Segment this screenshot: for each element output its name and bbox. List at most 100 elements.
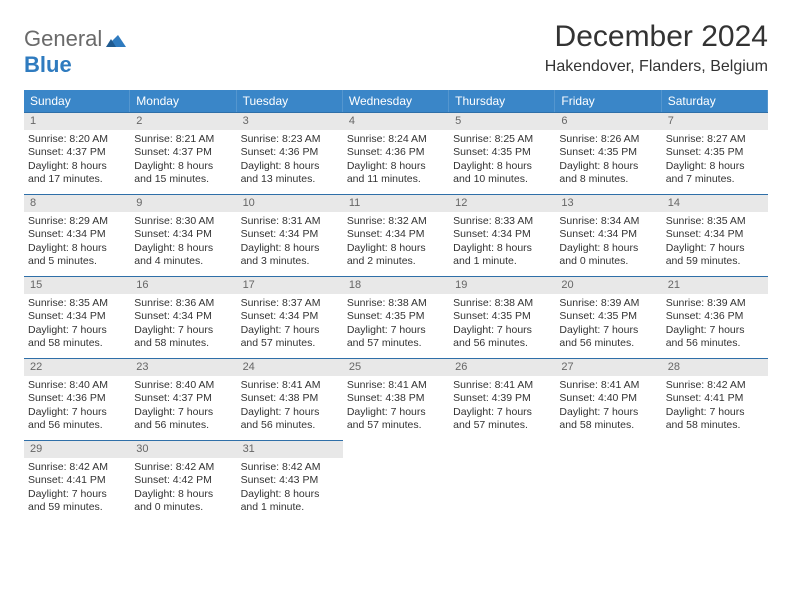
sunset-text: Sunset: 4:35 PM xyxy=(666,146,764,159)
daylight-line2: and 11 minutes. xyxy=(347,173,445,186)
sunset-text: Sunset: 4:36 PM xyxy=(347,146,445,159)
day-number: 9 xyxy=(130,195,236,212)
daylight-line2: and 0 minutes. xyxy=(134,501,232,514)
day-number: 29 xyxy=(24,441,130,458)
sunset-text: Sunset: 4:35 PM xyxy=(559,146,657,159)
daylight-line2: and 1 minute. xyxy=(241,501,339,514)
calendar-cell: 25Sunrise: 8:41 AMSunset: 4:38 PMDayligh… xyxy=(343,358,449,440)
daylight-line1: Daylight: 8 hours xyxy=(453,160,551,173)
day-body: Sunrise: 8:39 AMSunset: 4:35 PMDaylight:… xyxy=(555,294,661,356)
daylight-line2: and 10 minutes. xyxy=(453,173,551,186)
calendar-cell: 23Sunrise: 8:40 AMSunset: 4:37 PMDayligh… xyxy=(130,358,236,440)
day-body: Sunrise: 8:30 AMSunset: 4:34 PMDaylight:… xyxy=(130,212,236,274)
day-body: Sunrise: 8:38 AMSunset: 4:35 PMDaylight:… xyxy=(343,294,449,356)
dow-header: Tuesday xyxy=(237,90,343,112)
day-number: 10 xyxy=(237,195,343,212)
daylight-line2: and 56 minutes. xyxy=(241,419,339,432)
day-body: Sunrise: 8:35 AMSunset: 4:34 PMDaylight:… xyxy=(662,212,768,274)
sunset-text: Sunset: 4:34 PM xyxy=(559,228,657,241)
calendar-cell: 18Sunrise: 8:38 AMSunset: 4:35 PMDayligh… xyxy=(343,276,449,358)
day-number: 8 xyxy=(24,195,130,212)
logo-text-blue: Blue xyxy=(24,52,72,77)
daylight-line1: Daylight: 7 hours xyxy=(666,242,764,255)
sunrise-text: Sunrise: 8:41 AM xyxy=(453,379,551,392)
calendar-cell: 7Sunrise: 8:27 AMSunset: 4:35 PMDaylight… xyxy=(662,112,768,194)
calendar-cell: 5Sunrise: 8:25 AMSunset: 4:35 PMDaylight… xyxy=(449,112,555,194)
calendar-cell: 29Sunrise: 8:42 AMSunset: 4:41 PMDayligh… xyxy=(24,440,130,522)
dow-header: Saturday xyxy=(662,90,768,112)
daylight-line1: Daylight: 8 hours xyxy=(28,242,126,255)
sunrise-text: Sunrise: 8:39 AM xyxy=(666,297,764,310)
daylight-line1: Daylight: 7 hours xyxy=(559,324,657,337)
daylight-line2: and 56 minutes. xyxy=(666,337,764,350)
sunrise-text: Sunrise: 8:25 AM xyxy=(453,133,551,146)
dow-header: Sunday xyxy=(24,90,130,112)
daylight-line2: and 57 minutes. xyxy=(453,419,551,432)
logo-text-general: General xyxy=(24,26,102,52)
day-body: Sunrise: 8:20 AMSunset: 4:37 PMDaylight:… xyxy=(24,130,130,192)
header: General December 2024 Hakendover, Flande… xyxy=(24,20,768,76)
daylight-line2: and 2 minutes. xyxy=(347,255,445,268)
daylight-line1: Daylight: 8 hours xyxy=(134,488,232,501)
day-number: 15 xyxy=(24,277,130,294)
sunset-text: Sunset: 4:37 PM xyxy=(28,146,126,159)
day-body: Sunrise: 8:35 AMSunset: 4:34 PMDaylight:… xyxy=(24,294,130,356)
daylight-line2: and 57 minutes. xyxy=(241,337,339,350)
day-number: 14 xyxy=(662,195,768,212)
sunrise-text: Sunrise: 8:40 AM xyxy=(134,379,232,392)
daylight-line2: and 56 minutes. xyxy=(134,419,232,432)
calendar-grid: SundayMondayTuesdayWednesdayThursdayFrid… xyxy=(24,90,768,522)
sunrise-text: Sunrise: 8:39 AM xyxy=(559,297,657,310)
sunset-text: Sunset: 4:38 PM xyxy=(347,392,445,405)
calendar-cell: 6Sunrise: 8:26 AMSunset: 4:35 PMDaylight… xyxy=(555,112,661,194)
sunset-text: Sunset: 4:35 PM xyxy=(559,310,657,323)
sunset-text: Sunset: 4:34 PM xyxy=(241,228,339,241)
day-number: 31 xyxy=(237,441,343,458)
calendar-cell: 22Sunrise: 8:40 AMSunset: 4:36 PMDayligh… xyxy=(24,358,130,440)
month-title: December 2024 xyxy=(545,20,768,54)
day-number: 5 xyxy=(449,113,555,130)
day-number: 3 xyxy=(237,113,343,130)
sunset-text: Sunset: 4:41 PM xyxy=(666,392,764,405)
daylight-line1: Daylight: 8 hours xyxy=(666,160,764,173)
daylight-line2: and 57 minutes. xyxy=(347,337,445,350)
daylight-line2: and 59 minutes. xyxy=(666,255,764,268)
day-body: Sunrise: 8:37 AMSunset: 4:34 PMDaylight:… xyxy=(237,294,343,356)
sunset-text: Sunset: 4:34 PM xyxy=(28,228,126,241)
day-body: Sunrise: 8:40 AMSunset: 4:37 PMDaylight:… xyxy=(130,376,236,438)
sunrise-text: Sunrise: 8:41 AM xyxy=(241,379,339,392)
daylight-line2: and 59 minutes. xyxy=(28,501,126,514)
day-body: Sunrise: 8:36 AMSunset: 4:34 PMDaylight:… xyxy=(130,294,236,356)
dow-header: Thursday xyxy=(449,90,555,112)
logo: General xyxy=(24,20,128,52)
day-body: Sunrise: 8:33 AMSunset: 4:34 PMDaylight:… xyxy=(449,212,555,274)
calendar-cell: 2Sunrise: 8:21 AMSunset: 4:37 PMDaylight… xyxy=(130,112,236,194)
day-number: 19 xyxy=(449,277,555,294)
daylight-line2: and 58 minutes. xyxy=(666,419,764,432)
calendar-cell: 9Sunrise: 8:30 AMSunset: 4:34 PMDaylight… xyxy=(130,194,236,276)
daylight-line1: Daylight: 7 hours xyxy=(241,406,339,419)
calendar-cell: 27Sunrise: 8:41 AMSunset: 4:40 PMDayligh… xyxy=(555,358,661,440)
daylight-line2: and 56 minutes. xyxy=(559,337,657,350)
sunrise-text: Sunrise: 8:33 AM xyxy=(453,215,551,228)
calendar-cell: 13Sunrise: 8:34 AMSunset: 4:34 PMDayligh… xyxy=(555,194,661,276)
daylight-line1: Daylight: 7 hours xyxy=(559,406,657,419)
sunset-text: Sunset: 4:37 PM xyxy=(134,146,232,159)
day-number: 13 xyxy=(555,195,661,212)
daylight-line1: Daylight: 8 hours xyxy=(241,488,339,501)
calendar-cell: 14Sunrise: 8:35 AMSunset: 4:34 PMDayligh… xyxy=(662,194,768,276)
calendar-cell: 3Sunrise: 8:23 AMSunset: 4:36 PMDaylight… xyxy=(237,112,343,194)
daylight-line1: Daylight: 8 hours xyxy=(347,160,445,173)
daylight-line1: Daylight: 7 hours xyxy=(666,406,764,419)
day-body: Sunrise: 8:42 AMSunset: 4:43 PMDaylight:… xyxy=(237,458,343,520)
day-body: Sunrise: 8:23 AMSunset: 4:36 PMDaylight:… xyxy=(237,130,343,192)
calendar-cell: 21Sunrise: 8:39 AMSunset: 4:36 PMDayligh… xyxy=(662,276,768,358)
day-body: Sunrise: 8:38 AMSunset: 4:35 PMDaylight:… xyxy=(449,294,555,356)
day-body: Sunrise: 8:41 AMSunset: 4:38 PMDaylight:… xyxy=(343,376,449,438)
sunset-text: Sunset: 4:35 PM xyxy=(453,310,551,323)
sunrise-text: Sunrise: 8:36 AM xyxy=(134,297,232,310)
daylight-line1: Daylight: 7 hours xyxy=(453,406,551,419)
daylight-line1: Daylight: 8 hours xyxy=(559,242,657,255)
sunrise-text: Sunrise: 8:24 AM xyxy=(347,133,445,146)
day-number: 25 xyxy=(343,359,449,376)
